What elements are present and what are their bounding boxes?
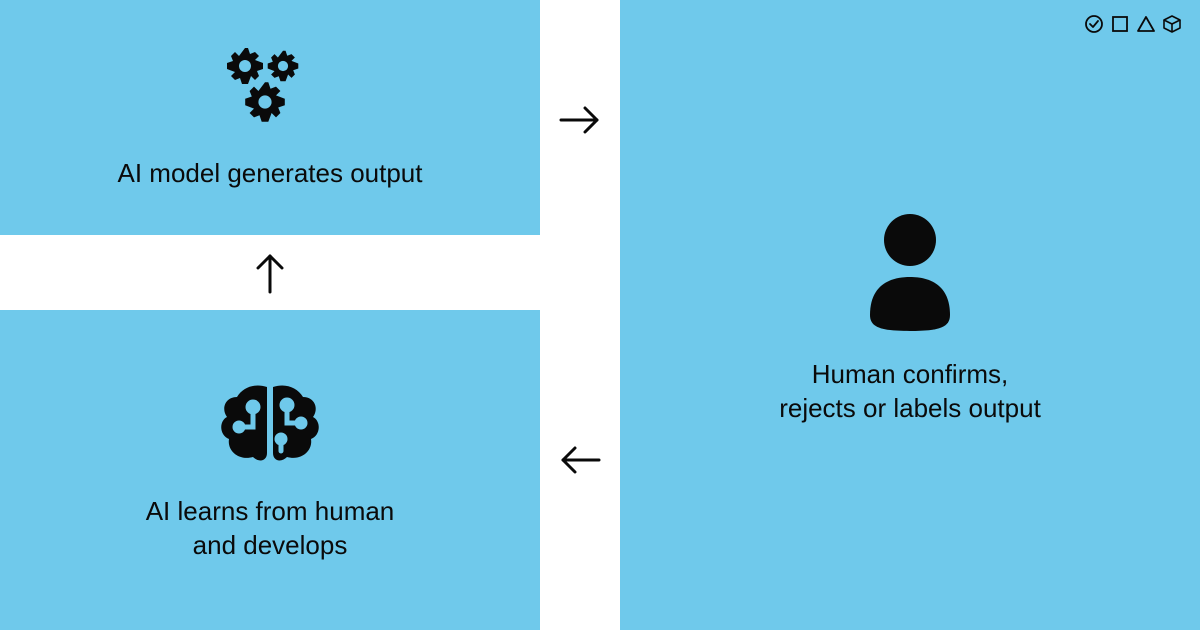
corner-icon-row — [1084, 14, 1182, 34]
panel-ai-learns-label: AI learns from humanand develops — [146, 495, 395, 563]
cube-icon — [1162, 14, 1182, 34]
brain-circuit-icon — [215, 377, 325, 477]
check-circle-icon — [1084, 14, 1104, 34]
panel-ai-generates-label: AI model generates output — [118, 157, 423, 191]
square-icon — [1110, 14, 1130, 34]
panel-human-confirms: Human confirms,rejects or labels output — [620, 0, 1200, 630]
triangle-icon — [1136, 14, 1156, 34]
panel-human-confirms-label: Human confirms,rejects or labels output — [779, 358, 1041, 426]
person-icon — [850, 205, 970, 340]
panel-ai-learns: AI learns from humanand develops — [0, 310, 540, 630]
arrow-right — [555, 100, 605, 140]
gears-icon — [215, 44, 325, 139]
panel-ai-generates: AI model generates output — [0, 0, 540, 235]
arrow-left — [555, 440, 605, 480]
arrow-up — [250, 248, 290, 298]
